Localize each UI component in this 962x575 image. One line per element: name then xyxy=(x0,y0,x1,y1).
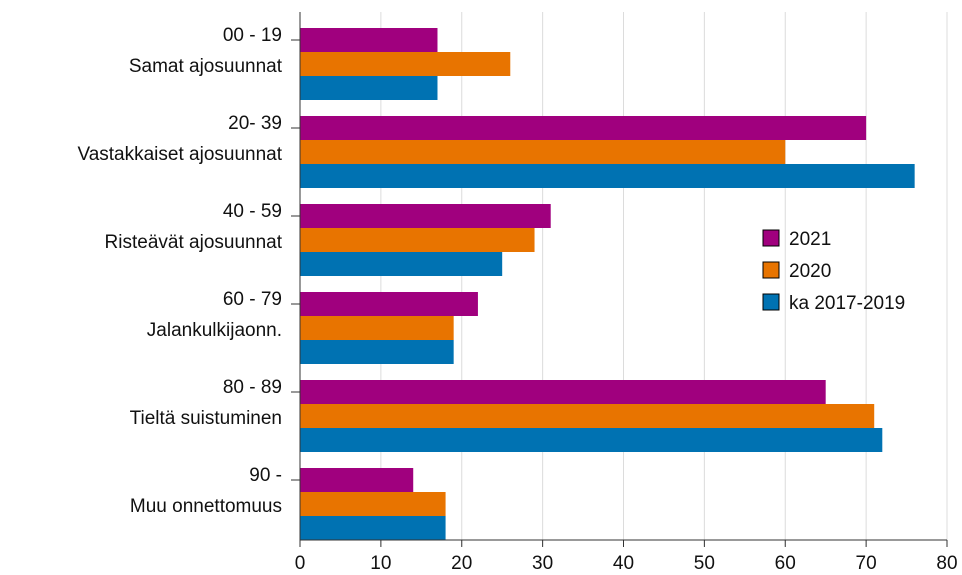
x-tick-label: 0 xyxy=(295,553,306,574)
category-name-label: Tieltä suistuminen xyxy=(130,408,282,429)
category-code-label: 00 - 19 xyxy=(223,25,282,46)
legend: 2021 2020 ka 2017-2019 xyxy=(762,229,905,314)
bar xyxy=(300,52,511,76)
x-tick-label: 30 xyxy=(532,553,553,574)
bar xyxy=(300,428,883,452)
legend-swatch xyxy=(762,293,780,311)
bar xyxy=(300,340,454,364)
bar xyxy=(300,140,786,164)
category-name-label: Samat ajosuunnat xyxy=(129,56,283,77)
bar xyxy=(300,28,438,52)
x-tick-label: 50 xyxy=(694,553,715,574)
category-name-label: Muu onnettomuus xyxy=(130,496,282,517)
category-name-label: Vastakkaiset ajosuunnat xyxy=(77,144,282,165)
x-tick-label: 80 xyxy=(936,553,957,574)
bar xyxy=(300,164,915,188)
legend-swatch xyxy=(762,261,780,279)
bar xyxy=(300,316,454,340)
axes xyxy=(291,12,948,547)
bar xyxy=(300,404,875,428)
category-code-label: 60 - 79 xyxy=(223,289,282,310)
x-tick-labels: 0 10 20 30 40 50 60 70 80 xyxy=(295,553,958,574)
bar xyxy=(300,292,478,316)
category-code-label: 40 - 59 xyxy=(223,201,282,222)
bar xyxy=(300,492,446,516)
legend-label: 2021 xyxy=(789,229,831,250)
category-code-label: 90 - xyxy=(249,465,282,486)
x-tick-label: 40 xyxy=(613,553,634,574)
legend-label: 2020 xyxy=(789,261,831,282)
bar xyxy=(300,116,867,140)
x-tick-label: 60 xyxy=(775,553,796,574)
bar xyxy=(300,468,414,492)
bar xyxy=(300,380,826,404)
category-labels: 00 - 19 Samat ajosuunnat 20- 39 Vastakkaise… xyxy=(77,25,282,517)
category-name-label: Risteävät ajosuunnat xyxy=(105,232,283,253)
bar xyxy=(300,228,535,252)
category-name-label: Jalankulkijaonn. xyxy=(147,320,282,341)
bar xyxy=(300,516,446,540)
legend-label: ka 2017-2019 xyxy=(789,293,905,314)
bar xyxy=(300,252,503,276)
x-tick-label: 70 xyxy=(856,553,877,574)
bar xyxy=(300,76,438,100)
legend-swatch xyxy=(762,229,780,247)
grid-lines xyxy=(380,12,948,546)
x-tick-label: 20 xyxy=(451,553,472,574)
bar xyxy=(300,204,551,228)
category-code-label: 80 - 89 xyxy=(223,377,282,398)
bars xyxy=(300,28,915,540)
category-code-label: 20- 39 xyxy=(228,113,282,134)
x-tick-label: 10 xyxy=(370,553,391,574)
